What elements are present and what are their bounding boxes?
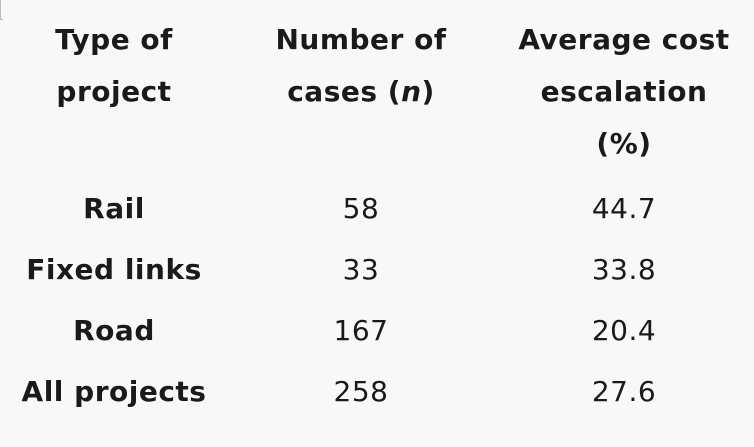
project-type-cell: Rail	[83, 192, 145, 225]
table-row: Road 167 20.4	[0, 300, 754, 361]
table-row: All projects 258 27.6	[0, 361, 754, 422]
cost-escalation-table: Type of project Number of cases (n) Aver…	[0, 14, 754, 422]
header-cases-n-italic: n	[401, 75, 422, 108]
header-escalation-line-1: Average cost	[518, 23, 730, 56]
escalation-cell: 44.7	[591, 192, 657, 225]
cases-cell: 33	[342, 253, 380, 286]
header-type-line-1: Type of	[55, 23, 173, 56]
table-row: Rail 58 44.7	[0, 178, 754, 239]
escalation-cell: 20.4	[591, 314, 657, 347]
escalation-cell: 27.6	[591, 375, 657, 408]
project-type-cell: All projects	[21, 375, 207, 408]
cases-cell: 167	[333, 314, 389, 347]
project-type-cell: Road	[73, 314, 155, 347]
header-escalation-line-3: (%)	[596, 127, 652, 160]
window-corner-border	[0, 0, 3, 20]
header-cases-line-2: cases (n)	[228, 66, 494, 118]
header-type-line-2: project	[56, 75, 172, 108]
header-escalation-line-2: escalation	[540, 75, 708, 108]
table-row: Fixed links 33 33.8	[0, 239, 754, 300]
header-cases-prefix: cases (	[287, 75, 402, 108]
header-type-of-project: Type of project	[0, 14, 228, 178]
header-number-of-cases: Number of cases (n)	[228, 14, 494, 178]
cases-cell: 58	[342, 192, 380, 225]
header-cases-suffix: )	[421, 75, 435, 108]
header-cases-line-1: Number of	[275, 23, 447, 56]
cases-cell: 258	[333, 375, 389, 408]
project-type-cell: Fixed links	[26, 253, 202, 286]
escalation-cell: 33.8	[591, 253, 657, 286]
header-average-cost-escalation: Average cost escalation (%)	[494, 14, 754, 178]
table-header-row: Type of project Number of cases (n) Aver…	[0, 14, 754, 178]
